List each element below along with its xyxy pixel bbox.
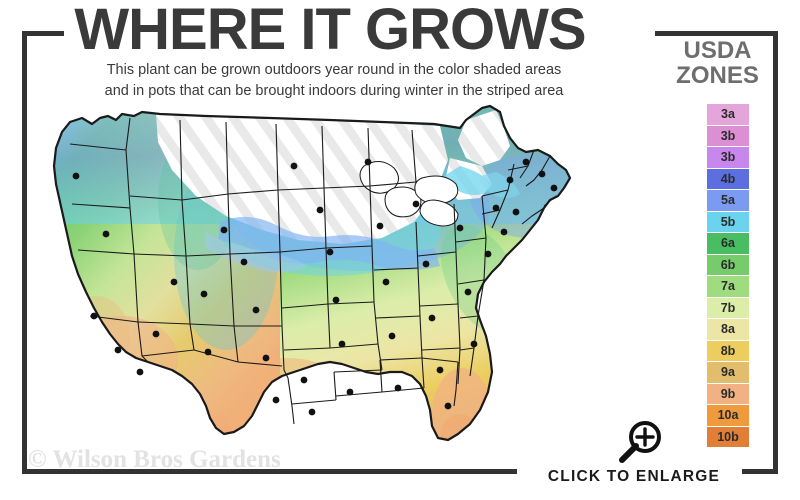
click-to-enlarge-label[interactable]: CLICK TO ENLARGE [547,468,721,485]
frame-top-right-segment [655,31,778,36]
usda-zone-legend: 3a 3b 3b 4b 5a 5b 6a 6b 7a 7b 8a 8b 9a 9b 10a 10b [707,104,749,448]
legend-heading-line-2: ZONES [676,62,759,89]
legend-swatch-3b: 3b [707,125,749,147]
magnifier-zoom-in-icon[interactable] [618,418,664,464]
frame-bottom-left-segment [22,469,517,474]
legend-swatch-6b: 6b [707,254,749,276]
legend-swatch-9a: 9a [707,362,749,384]
frame-bottom-right-segment [742,469,778,474]
subtitle-line-2: and in pots that can be brought indoors … [104,83,564,99]
subtitle-line-1: This plant can be grown outdoors year ro… [106,62,562,78]
state-borders [69,117,557,425]
hardiness-zone-map[interactable] [30,104,670,456]
subtitle: This plant can be grown outdoors year ro… [34,60,634,102]
us-map-svg [52,104,572,442]
legend-swatch-5a: 5a [707,190,749,212]
legend-swatch-6a: 6a [707,233,749,255]
legend-swatch-5b: 5b [707,211,749,233]
magnifier-svg [619,421,661,463]
legend-swatch-3a: 3a [707,104,749,126]
legend-swatch-10b: 10b [707,426,749,448]
legend-heading: USDA ZONES [660,38,775,88]
frame-right-segment [773,31,778,474]
legend-swatch-3b: 3b [707,147,749,169]
great-lakes [359,161,459,227]
page-title: WHERE IT GROWS [74,0,586,62]
legend-swatch-9b: 9b [707,383,749,405]
city-dots [72,158,558,416]
legend-heading-line-1: USDA [683,37,752,64]
frame-left-segment [22,31,27,474]
legend-swatch-4b: 4b [707,168,749,190]
watermark: © Wilson Bros Gardens [28,446,281,473]
legend-swatch-7b: 7b [707,297,749,319]
legend-swatch-8a: 8a [707,319,749,341]
frame-top-left-segment [22,31,64,36]
legend-swatch-8b: 8b [707,340,749,362]
legend-swatch-7a: 7a [707,276,749,298]
legend-swatch-10a: 10a [707,405,749,427]
